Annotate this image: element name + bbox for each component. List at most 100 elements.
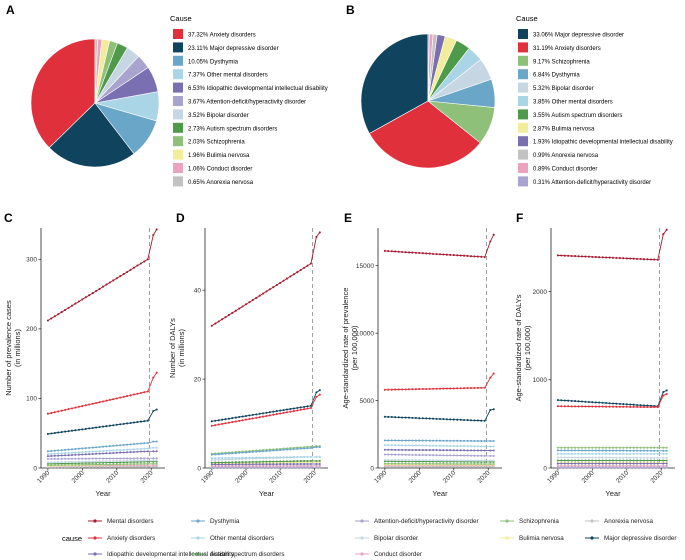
line-f-point-schizo-13	[601, 446, 604, 449]
line-c-point-idd-19	[112, 451, 115, 455]
line-e-point-anxiety-16	[438, 387, 442, 390]
line-e-point-mdd-17	[442, 418, 445, 421]
line-e-point-dysthymia-30	[489, 439, 492, 443]
pie-b-legend-label-3: 6.84% Dysthymia	[533, 73, 580, 79]
line-e-point-dysthymia-15	[435, 439, 438, 442]
line-c-point-schizo-17	[105, 463, 108, 466]
line-f-point-anxiety-4	[570, 405, 573, 408]
line-e-point-idd-12	[425, 449, 428, 452]
line-e-point-mental-11	[421, 252, 424, 255]
line-d-point-autism-19	[275, 460, 278, 463]
line-c-point-mental-22	[122, 273, 125, 276]
line-c-point-mdd-17	[105, 425, 108, 428]
line-d-point-other-15	[262, 456, 265, 459]
line-e-point-other-6	[404, 444, 407, 447]
line-e-point-adhd-17	[442, 454, 445, 457]
line-d-point-anxiety-18	[272, 413, 275, 416]
pie-b-legend-label-9: 0.99% Anorexia nervosa	[533, 153, 599, 159]
line-f-point-schizo-11	[594, 446, 597, 449]
line-d-point-idd-6	[231, 463, 234, 466]
line-f-point-anxiety-17	[615, 405, 618, 408]
line-e-point-adhd-5	[401, 453, 404, 456]
line-d-point-dysthymia-20	[279, 449, 282, 452]
line-f-point-anxiety-6	[577, 405, 580, 408]
pie-a-legend-label-6: 3.52% Bipolar disorder	[188, 113, 249, 119]
line-f-point-mdd-10	[591, 401, 594, 404]
line-f-point-adhd-25	[642, 466, 646, 469]
line-c-point-schizo-14	[95, 463, 98, 466]
pie-b-slice-1	[369, 100, 481, 169]
line-c-point-mental-5	[64, 308, 67, 312]
line-d-point-idd-8	[238, 463, 241, 466]
line-c-point-mental-11	[84, 296, 87, 299]
line-d-point-anxiety-17	[268, 414, 271, 417]
line-c-point-anxiety-9	[77, 405, 80, 408]
line-e-point-bipolar-18	[445, 459, 448, 462]
line-c-point-bipolar-6	[67, 460, 70, 464]
line-f-point-dysthymia-27	[649, 449, 652, 452]
line-e-point-anxiety-4	[397, 388, 400, 391]
line-f-point-adhd-23	[636, 466, 639, 469]
pie-b-legend-key-2	[518, 55, 528, 66]
line-c-point-bipolar-12	[88, 460, 91, 463]
line-e-point-other-1	[387, 444, 390, 447]
line-c-point-dysthymia-19	[112, 444, 115, 447]
line-f-point-adhd-20	[625, 466, 628, 469]
line-c-point-schizo-1	[50, 464, 53, 467]
line-d-point-idd-10	[244, 463, 248, 466]
line-d-point-mdd-20	[279, 409, 282, 412]
line-e-point-mental-6	[404, 251, 407, 254]
pie-a-legend-label-4: 6.53% Idiopathic developmental intellect…	[188, 86, 328, 92]
line-c-point-dysthymia-28	[143, 442, 146, 445]
pie-b-legend-label-6: 3.55% Autism spectrum disorders	[533, 113, 622, 119]
line-e-point-mdd-0	[383, 415, 386, 418]
line-d-point-adhd-12	[251, 466, 254, 469]
line-e-point-mdd-16	[438, 417, 442, 421]
bottom-legend-key-point-6	[196, 536, 200, 540]
line-c-point-dysthymia-3	[57, 449, 60, 452]
line-d-point-other-18	[272, 456, 275, 459]
line-d-point-mdd-26	[299, 406, 302, 409]
line-d-point-bipolar-5	[227, 458, 230, 461]
line-f-point-adhd-12	[598, 466, 601, 469]
line-c-point-idd-10	[81, 453, 84, 456]
line-f-point-autism-24	[639, 459, 642, 462]
line-c-point-adhd-26	[136, 457, 139, 460]
line-f-point-bipolar-27	[649, 456, 652, 459]
line-c-point-dysthymia-26	[136, 442, 139, 445]
line-c-point-other-26	[136, 448, 139, 451]
line-d-point-mental-16	[265, 290, 268, 293]
line-d-point-mdd-0	[210, 420, 213, 423]
line-d-point-bipolar-2	[217, 458, 220, 461]
line-d-point-idd-1	[214, 463, 217, 466]
line-e-point-adhd-8	[411, 453, 414, 456]
line-f-point-mental-14	[605, 256, 608, 259]
line-c-point-other-7	[70, 451, 74, 454]
line-d-point-bipolar-1	[214, 458, 217, 461]
line-c-point-schizo-27	[139, 462, 142, 465]
line-f-point-schizo-22	[632, 446, 635, 449]
line-e-point-idd-3	[394, 448, 397, 451]
line-c-point-bipolar-13	[91, 460, 94, 463]
line-e-point-other-26	[473, 445, 476, 448]
line-f-point-adhd-0	[556, 466, 559, 469]
line-e-point-other-23	[463, 445, 466, 448]
line-c-point-other-12	[88, 450, 91, 453]
pie-a-legend-label-3: 7.37% Other mental disorders	[188, 73, 268, 79]
line-f-point-mdd-12	[598, 401, 601, 404]
line-c-point-mental-9	[77, 300, 80, 303]
line-f-point-other-28	[653, 452, 656, 455]
line-c-point-mdd-18	[108, 424, 111, 427]
line-e-point-dysthymia-20	[452, 439, 455, 442]
pie-b-legend-label-8: 1.93% Idiopathic developmental intellect…	[533, 140, 673, 146]
line-e-point-idd-14	[432, 449, 435, 452]
line-e-point-dysthymia-11	[421, 439, 424, 442]
line-e-point-dysthymia-13	[428, 439, 431, 442]
line-f-point-mdd-14	[605, 401, 608, 405]
pie-b-slice-11	[427, 33, 430, 102]
line-d-point-bipolar-4	[224, 458, 227, 461]
line-f-point-schizo-26	[646, 446, 649, 449]
line-f-point-autism-13	[601, 459, 604, 462]
line-c-point-mental-24	[129, 268, 132, 271]
line-d-point-mental-21	[282, 279, 285, 282]
